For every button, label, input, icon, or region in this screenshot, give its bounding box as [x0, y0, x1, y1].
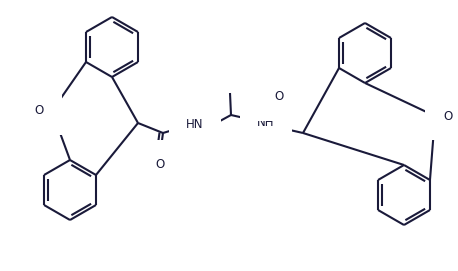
Text: O: O — [443, 109, 452, 122]
Text: O: O — [35, 105, 44, 118]
Text: O: O — [274, 91, 284, 104]
Text: HN: HN — [186, 118, 204, 131]
Text: O: O — [155, 157, 164, 170]
Text: NH: NH — [257, 115, 275, 128]
